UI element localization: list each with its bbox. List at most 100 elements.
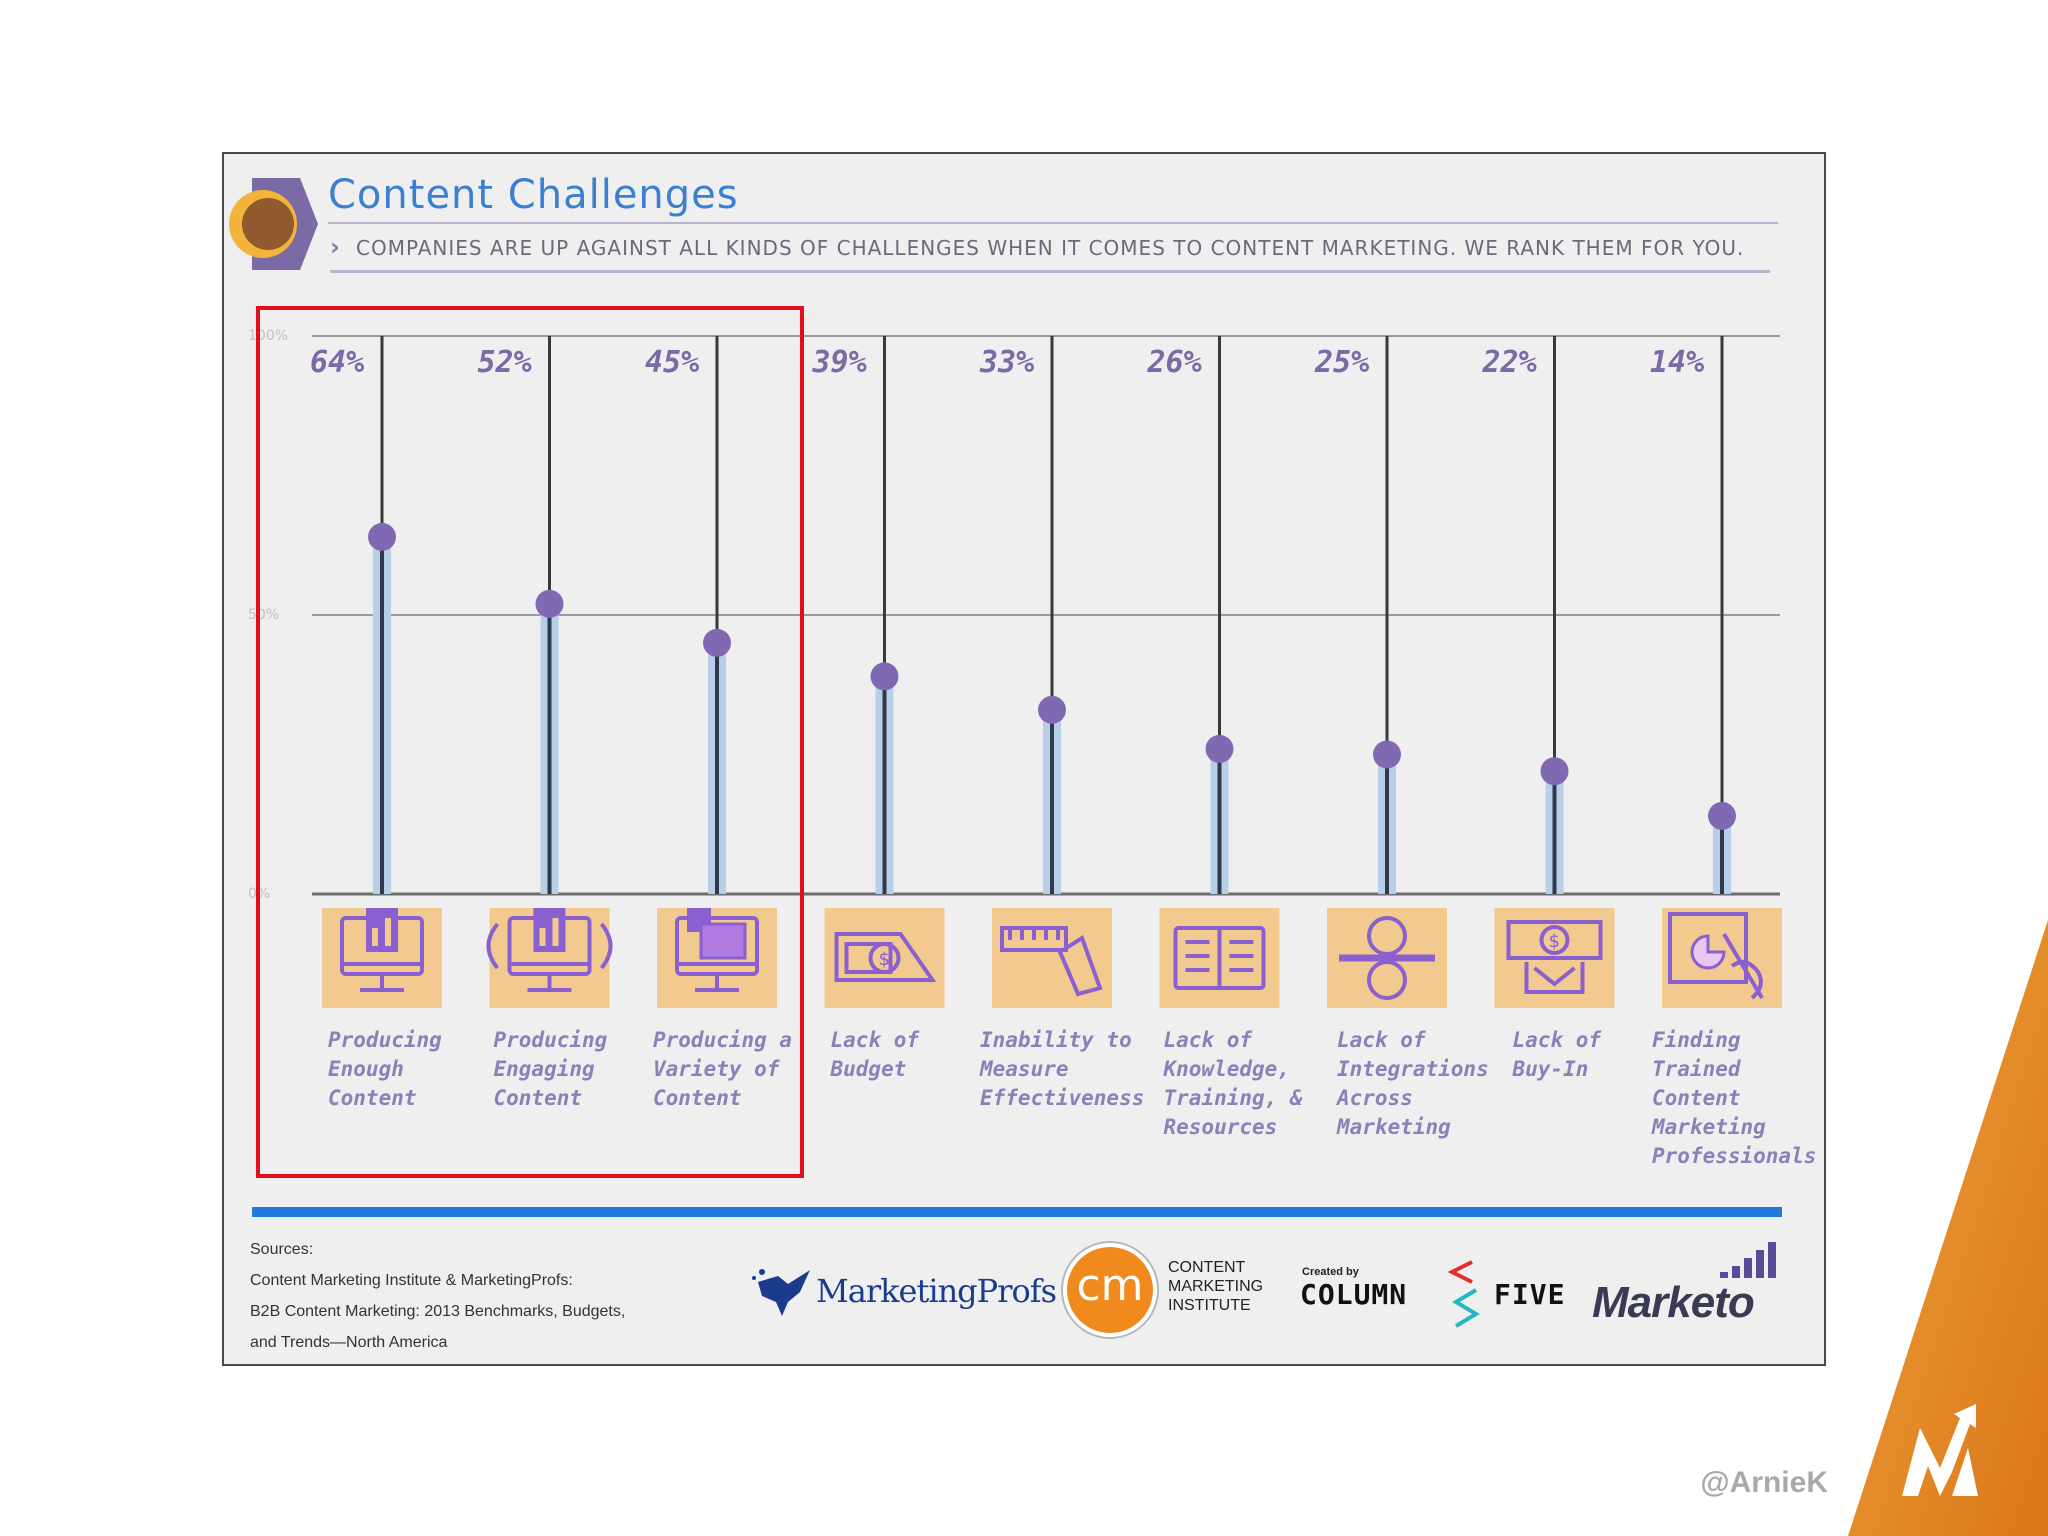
value-label: 45%: [645, 345, 699, 380]
category-label-line: Budget: [830, 1057, 907, 1081]
book-icon: [1173, 926, 1266, 990]
value-marker: [1708, 801, 1736, 830]
category-label-line: Producing a: [653, 1028, 793, 1052]
category-label: Lack of Knowledge, Training, & Resources: [1164, 1026, 1303, 1142]
category-label-line: Professionals: [1652, 1144, 1817, 1168]
value-label: 64%: [310, 345, 364, 380]
cmi-text-line-2: MARKETING: [1168, 1278, 1264, 1295]
created-by-label: Created by: [1302, 1266, 1359, 1278]
monitor-windows-icon: [675, 908, 759, 992]
value-marker: [1540, 757, 1569, 786]
category-label-line: Marketing: [1337, 1115, 1451, 1139]
title-rule: [328, 222, 1778, 224]
brand-m-arrow-icon: [1902, 1404, 1976, 1496]
category-label-line: Lack of: [1512, 1028, 1602, 1052]
marketingprofs-logo: MarketingProfs: [748, 1262, 1057, 1322]
value-label: 25%: [1314, 345, 1369, 380]
category-label-line: Content: [653, 1086, 742, 1110]
category-label-line: Trained: [1652, 1057, 1741, 1081]
cmi-text: CONTENT MARKETING INSTITUTE: [1168, 1258, 1263, 1315]
category-label: Lack of Integrations Across Marketing: [1337, 1026, 1489, 1142]
hexagon-badge-icon: [229, 178, 318, 270]
five-wordmark: FIVE: [1494, 1278, 1566, 1311]
marketo-wordmark: Marketo: [1592, 1278, 1755, 1327]
category-label-line: Finding: [1652, 1028, 1741, 1052]
category-label-line: Training, &: [1163, 1086, 1303, 1110]
category-label-line: Lack of: [830, 1028, 920, 1052]
category-label-line: Buy-In: [1512, 1057, 1589, 1081]
category-label-line: Across: [1337, 1086, 1413, 1110]
category-label-line: Content: [1652, 1086, 1741, 1110]
category-label-line: Enough: [328, 1057, 404, 1081]
ruler-icon: [1000, 926, 1103, 997]
category-label-line: Content: [328, 1086, 417, 1110]
column-wordmark: COLUMN: [1300, 1278, 1408, 1311]
category-label-line: Measure: [980, 1057, 1069, 1081]
sources-line-2: B2B Content Marketing: 2013 Benchmarks, …: [250, 1303, 626, 1320]
chevron-right-icon: ›: [330, 233, 340, 261]
category-label: Producing Enough Content: [328, 1026, 442, 1113]
category-label-line: Lack of: [1163, 1028, 1253, 1052]
value-label: 52%: [478, 345, 532, 380]
split-circle-icon: [1339, 916, 1435, 1000]
value-marker: [870, 662, 899, 691]
column-five-logo: Created by COLUMN FIVE: [1300, 1256, 1570, 1336]
category-label-line: Marketing: [1652, 1115, 1766, 1139]
dollar-bill-icon: $: [834, 932, 937, 982]
category-label-line: Lack of: [1337, 1028, 1426, 1052]
cmi-mark: cm: [1076, 1260, 1144, 1311]
signal-bars-icon: [1720, 1242, 1776, 1278]
bird-icon: [752, 1269, 810, 1316]
value-label: 33%: [979, 345, 1034, 380]
marketo-logo: Marketo: [1590, 1240, 1790, 1340]
column-five-zigzag-icon: [1447, 1260, 1480, 1328]
value-label: 14%: [1650, 345, 1704, 380]
category-label-line: Knowledge,: [1163, 1057, 1290, 1081]
cmi-circle-icon: [1061, 1241, 1159, 1339]
monitor-chart-waves-icon: [486, 908, 613, 992]
value-label: 39%: [812, 345, 867, 380]
chart-title: Content Challenges: [328, 172, 739, 218]
subtitle-rule: [330, 270, 1770, 273]
category-label-line: Producing: [328, 1028, 442, 1052]
pie-hand-icon: [1668, 912, 1764, 1000]
category-label: Producing a Variety of Content: [653, 1026, 792, 1113]
category-label-line: Variety of: [653, 1057, 780, 1081]
category-label: Inability to Measure Effectiveness: [980, 1026, 1144, 1113]
category-label: Lack of Buy-In: [1513, 1026, 1602, 1084]
sources-line-1: Content Marketing Institute & MarketingP…: [250, 1272, 573, 1289]
category-label-line: Content: [493, 1086, 583, 1110]
value-marker: [535, 589, 564, 618]
value-marker: [368, 522, 396, 551]
cmi-text-line-1: CONTENT: [1168, 1259, 1246, 1276]
icon-tile: [992, 908, 1112, 1008]
category-label-line: Effectiveness: [980, 1086, 1145, 1110]
footer-divider: [252, 1207, 1782, 1217]
chart-subtitle: COMPANIES ARE UP AGAINST ALL KINDS OF CH…: [356, 236, 1745, 260]
value-marker: [1373, 740, 1401, 769]
author-watermark: @ArnieK: [1700, 1466, 1828, 1499]
svg-text:$: $: [1549, 931, 1560, 952]
monitor-chart-icon: [340, 908, 424, 992]
category-label: Producing Engaging Content: [494, 1026, 608, 1113]
value-label: 22%: [1482, 345, 1537, 380]
category-label-line: Integrations: [1337, 1057, 1489, 1081]
y-tick-label: 50%: [248, 607, 279, 623]
category-label: Finding Trained Content Marketing Profession…: [1652, 1026, 1816, 1171]
dollar-hands-icon: $: [1506, 920, 1603, 994]
sources-line-3: and Trends—North America: [250, 1334, 448, 1351]
value-marker: [703, 628, 731, 657]
corner-brand-logo: [1848, 920, 2048, 1536]
highlight-box: [256, 306, 804, 1178]
value-marker: [1038, 695, 1066, 724]
category-label-line: Producing: [493, 1028, 608, 1052]
value-marker: [1205, 734, 1234, 763]
category-label-line: Resources: [1163, 1115, 1278, 1139]
cmi-logo: cm CONTENT MARKETING INSTITUTE: [1060, 1240, 1280, 1340]
svg-text:$: $: [879, 949, 890, 970]
sources-heading: Sources:: [250, 1241, 314, 1258]
marketingprofs-wordmark: MarketingProfs: [816, 1272, 1057, 1310]
sources-block: Sources: Content Marketing Institute & M…: [250, 1234, 625, 1358]
